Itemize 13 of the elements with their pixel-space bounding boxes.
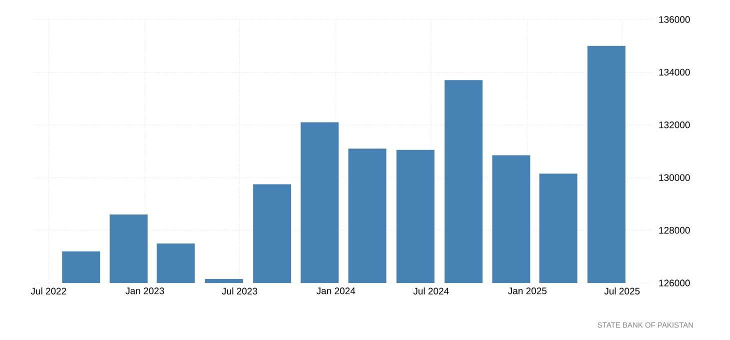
y-tick-label: 134000 <box>659 68 690 76</box>
y-tick-label: 132000 <box>659 122 690 128</box>
y-tick-label: 130000 <box>659 174 690 181</box>
y-tick-label: 128000 <box>659 226 690 234</box>
y-tick-label: 136000 <box>659 16 690 23</box>
x-tick-label: Jul 2024 <box>413 288 449 294</box>
x-tick-label: Jan 2023 <box>126 288 164 294</box>
x-tick-label: Jan 2024 <box>316 288 356 294</box>
x-tick-label: Jul 2025 <box>604 288 640 294</box>
y-tick-label: 126000 <box>659 280 690 286</box>
x-tick-label: Jul 2023 <box>222 288 258 294</box>
x-tick-label: Jan 2025 <box>508 288 547 294</box>
x-tick-label: Jul 2022 <box>30 288 66 294</box>
